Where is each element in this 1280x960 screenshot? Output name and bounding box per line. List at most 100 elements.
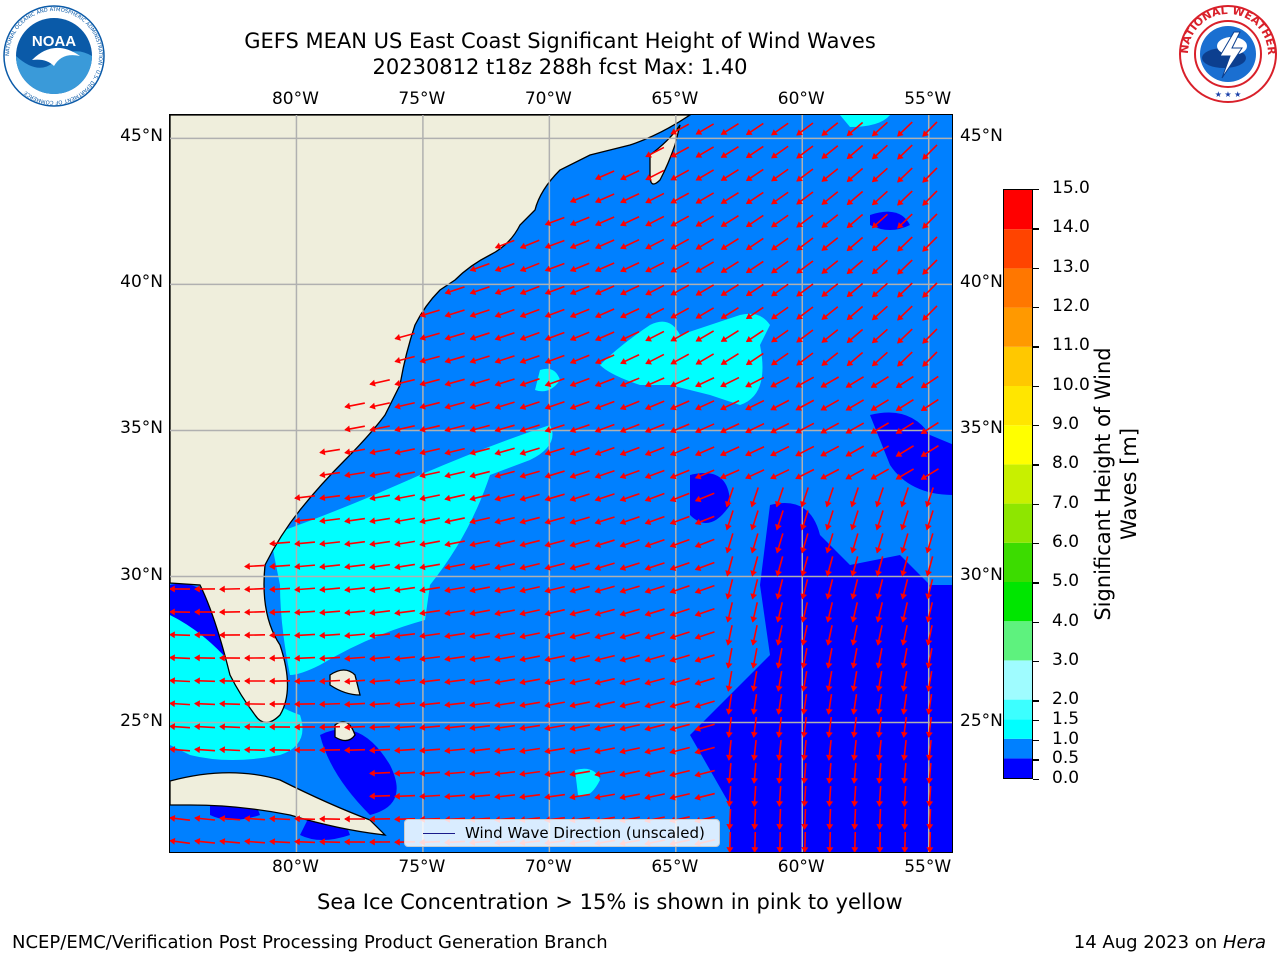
wave-direction-arrowhead [319, 471, 326, 479]
wave-direction-arrowhead [594, 747, 601, 755]
wave-direction-arrowhead [194, 746, 201, 754]
wave-direction-arrowhead [720, 266, 728, 273]
wave-direction-arrowhead [926, 800, 934, 807]
wave-direction-arrowhead [850, 547, 857, 554]
wave-direction-arrowhead [269, 700, 275, 708]
nws-logo: NATIONAL WEATHER SERVICE ★ ★ ★ [1176, 2, 1278, 103]
wave-direction-arrowhead [344, 425, 351, 433]
lon-tick-label-bottom: 70°W [524, 857, 572, 877]
wave-direction-arrowhead [771, 336, 778, 343]
wave-direction-arrowhead [669, 564, 677, 571]
wave-direction-arrowhead [619, 770, 626, 778]
colorbar-tick-label: 12.0 [1052, 296, 1090, 316]
wave-direction-arrowhead [800, 708, 808, 715]
wave-direction-arrowhead [319, 700, 325, 708]
wave-direction-arrowhead [775, 593, 783, 600]
wave-direction-arrowhead [694, 610, 702, 617]
wave-direction-arrowhead [319, 586, 326, 593]
wave-direction-arrowhead [319, 540, 326, 548]
colorbar-tick-mark [1033, 503, 1039, 506]
legend-line-swatch [423, 833, 455, 834]
wave-direction-arrowhead [745, 381, 752, 388]
wave-direction-arrowhead [821, 152, 829, 159]
wave-direction-arrowhead [519, 380, 527, 387]
wave-direction-arrowhead [821, 313, 829, 320]
wave-direction-arrowhead [494, 747, 501, 755]
wave-direction-arrowhead [826, 847, 834, 852]
wave-direction-arrowhead [569, 793, 576, 801]
wave-direction-arrowhead [544, 265, 552, 273]
wave-direction-arrowhead [694, 472, 702, 480]
colorbar-tick-mark [1033, 189, 1039, 191]
colorbar-segment [1004, 738, 1032, 759]
wave-direction-arrowhead [745, 267, 753, 274]
wave-direction-arrowhead [750, 523, 757, 531]
wave-direction-arrowhead [620, 289, 627, 296]
wave-direction-arrowhead [695, 197, 703, 204]
wave-direction-arrowhead [726, 847, 734, 852]
wave-direction-arrowhead [669, 679, 676, 686]
colorbar-tick-label: 15.0 [1052, 178, 1090, 198]
wave-direction-arrowhead [825, 547, 832, 554]
wave-direction-arrowhead [319, 815, 325, 823]
wave-direction-arrowhead [922, 199, 929, 206]
wave-direction-arrowhead [569, 770, 576, 778]
lon-tick-label-bottom: 60°W [777, 857, 825, 877]
wave-direction-arrowhead [796, 152, 803, 159]
wave-direction-arrowhead [569, 403, 577, 411]
wave-direction-arrowhead [594, 678, 601, 686]
wave-direction-arrowhead [669, 656, 677, 663]
wave-direction-arrowhead [619, 541, 627, 548]
wave-direction-arrowhead [494, 311, 502, 319]
wave-direction-arrowhead [645, 220, 652, 227]
wave-direction-arrowhead [720, 197, 728, 204]
colorbar-tick-label: 9.0 [1052, 414, 1080, 434]
wave-direction-arrowhead [544, 793, 551, 801]
wave-direction-arrowhead [851, 824, 859, 830]
wave-direction-arrowhead [720, 335, 728, 342]
wave-direction-arrowhead [394, 655, 401, 663]
wave-direction-arrowhead [694, 679, 702, 686]
wave-direction-arrowhead [594, 403, 602, 411]
wave-direction-arrowhead [776, 824, 784, 830]
wave-direction-arrowhead [825, 685, 833, 692]
wave-direction-arrowhead [725, 708, 733, 715]
wave-direction-arrowhead [870, 381, 878, 388]
wave-direction-arrowhead [771, 129, 778, 136]
wave-direction-arrowhead [670, 289, 678, 296]
wave-direction-arrowhead [669, 587, 677, 594]
wave-direction-arrowhead [644, 633, 651, 640]
wave-direction-arrowhead [620, 220, 627, 227]
wave-direction-arrowhead [494, 724, 501, 732]
wave-direction-arrowhead [920, 404, 928, 412]
wave-direction-arrowhead [820, 450, 828, 457]
wave-direction-arrowhead [494, 678, 501, 686]
wave-direction-arrowhead [269, 654, 275, 662]
wave-direction-arrowhead [745, 336, 753, 343]
wave-direction-arrowhead [519, 288, 527, 296]
wave-direction-arrowhead [850, 593, 858, 600]
wave-direction-arrowhead [900, 754, 908, 761]
wave-direction-arrowhead [720, 449, 727, 457]
wave-direction-arrowhead [394, 379, 401, 387]
wave-direction-arrowhead [294, 723, 300, 731]
wave-direction-arrowhead [369, 632, 376, 639]
wave-direction-arrowhead [269, 746, 275, 754]
wave-direction-arrowhead [920, 382, 928, 389]
wave-direction-arrowhead [875, 685, 883, 692]
colorbar-tick-mark [1033, 425, 1039, 427]
wave-direction-arrowhead [795, 450, 802, 457]
wave-direction-arrowhead [444, 494, 451, 502]
wave-direction-arrowhead [469, 632, 476, 640]
wave-direction-arrowhead [800, 662, 808, 669]
wave-direction-arrowhead [820, 381, 828, 388]
wave-direction-arrowhead [444, 380, 451, 387]
wave-direction-arrowhead [820, 473, 827, 480]
wave-direction-arrowhead [170, 608, 175, 616]
wave-direction-arrowhead [394, 769, 400, 777]
wave-direction-arrowhead [644, 518, 652, 526]
colorbar-tick-label: 0.0 [1052, 768, 1080, 788]
wave-direction-arrowhead [870, 427, 878, 434]
wave-direction-arrowhead [569, 288, 577, 296]
wave-direction-arrowhead [394, 792, 400, 800]
